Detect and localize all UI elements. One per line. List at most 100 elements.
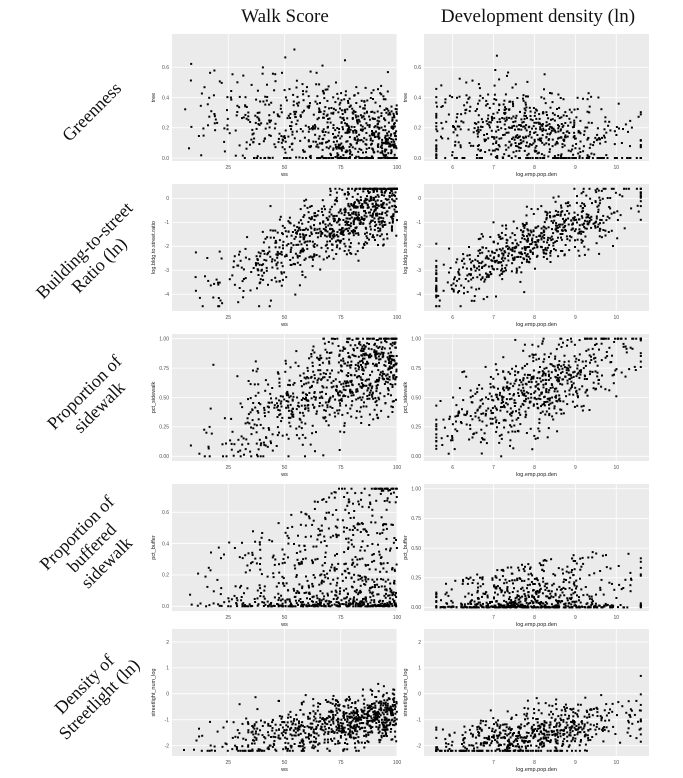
data-point [560, 229, 563, 232]
data-point [534, 146, 537, 149]
data-point [302, 372, 305, 375]
y-tick-label: 0.4 [162, 95, 169, 101]
data-point [543, 358, 546, 361]
data-point [301, 274, 304, 276]
data-point [548, 399, 551, 402]
data-point [313, 218, 316, 221]
data-point [365, 231, 368, 234]
data-point [287, 394, 290, 397]
data-point [395, 112, 398, 115]
data-point [268, 134, 271, 137]
data-point [348, 126, 350, 129]
data-point [390, 589, 393, 592]
data-point [342, 219, 345, 221]
data-point [614, 369, 617, 372]
data-point [322, 372, 325, 375]
data-point [477, 114, 480, 117]
data-point [252, 141, 255, 144]
data-point [254, 121, 257, 124]
data-point [495, 140, 498, 143]
data-point [329, 208, 332, 211]
data-point [277, 522, 280, 525]
data-point [559, 337, 562, 340]
data-point [579, 369, 582, 372]
data-point [538, 117, 541, 120]
data-point [386, 603, 389, 606]
data-point [590, 152, 593, 155]
data-point [330, 604, 333, 607]
data-point [395, 355, 398, 357]
data-point [532, 107, 535, 109]
data-point [488, 124, 491, 127]
data-point [575, 389, 578, 392]
data-point [563, 226, 566, 229]
x-tick-label: 75 [338, 315, 344, 321]
data-point [355, 131, 358, 134]
data-point [568, 212, 571, 215]
data-point [587, 157, 590, 159]
data-point [395, 368, 398, 371]
data-point [377, 132, 380, 135]
data-point [478, 287, 481, 290]
data-point [579, 132, 582, 135]
scatter-panel-2-1: 25 50 75 100-4-3-2-10wslog.bldg.to.street.r… [151, 184, 401, 328]
data-point [368, 191, 371, 194]
data-point [435, 285, 438, 288]
data-point [377, 369, 380, 372]
data-point [269, 299, 272, 302]
data-point [579, 119, 582, 122]
data-point [261, 66, 264, 69]
data-point [519, 252, 522, 255]
data-point [595, 191, 598, 194]
data-point [469, 396, 472, 399]
data-point [312, 127, 315, 130]
data-point [318, 402, 321, 404]
data-point [571, 148, 574, 151]
data-point [556, 400, 559, 403]
data-point [348, 599, 351, 602]
data-point [435, 101, 438, 104]
data-point [475, 157, 478, 159]
data-point [608, 346, 611, 349]
data-point [526, 117, 528, 120]
data-point [392, 377, 395, 380]
data-point [331, 230, 334, 233]
data-point [609, 207, 612, 210]
data-point [390, 140, 393, 143]
data-point [252, 530, 254, 533]
data-point [598, 196, 601, 199]
data-point [541, 141, 544, 144]
data-point [313, 215, 316, 217]
data-point [534, 127, 537, 130]
data-point [293, 137, 296, 140]
data-point [560, 204, 562, 207]
data-point [310, 355, 313, 358]
data-point [311, 384, 313, 387]
data-point [485, 104, 488, 107]
data-point [291, 142, 294, 145]
data-point [332, 385, 335, 388]
data-point [306, 597, 308, 600]
data-point [471, 260, 474, 262]
data-point [346, 131, 349, 134]
data-point [524, 416, 527, 419]
data-point [601, 374, 603, 377]
data-point [363, 214, 366, 217]
data-point [280, 594, 283, 597]
data-point [208, 455, 211, 458]
data-point [639, 200, 642, 203]
data-point [380, 206, 383, 208]
data-point [597, 96, 600, 99]
data-point [343, 192, 346, 195]
data-point [480, 233, 483, 236]
data-point [542, 373, 545, 376]
data-point [351, 117, 354, 119]
data-point [576, 221, 578, 224]
data-point [368, 568, 371, 571]
data-point [302, 391, 305, 394]
data-point [349, 152, 351, 155]
data-point [326, 369, 329, 372]
data-point [353, 189, 356, 192]
data-point [540, 237, 543, 240]
data-point [321, 397, 324, 399]
